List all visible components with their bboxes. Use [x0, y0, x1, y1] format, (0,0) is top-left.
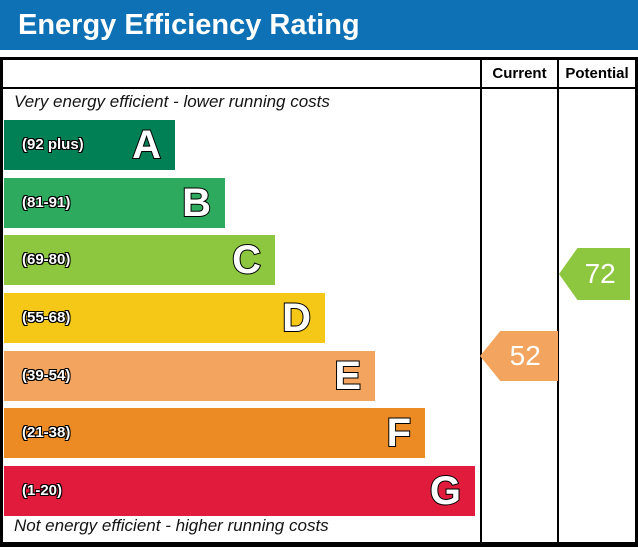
band-f-bar: (21-38) F — [4, 408, 425, 458]
band-f-range-label: (21-38) — [22, 424, 71, 441]
page-title: Energy Efficiency Rating — [18, 8, 360, 41]
band-g-range-label: (1-20) — [22, 482, 63, 499]
top-caption: Very energy efficient - lower running co… — [14, 92, 330, 111]
band-d-letter: D — [281, 295, 312, 341]
table-border-right — [635, 57, 638, 547]
potential-column-divider — [557, 57, 559, 547]
band-a-range-label: (92 plus) — [22, 136, 84, 153]
potential-rating-arrow-icon: 72 — [559, 248, 630, 300]
current-column-divider — [480, 57, 482, 547]
rating-table: Current Potential Very energy efficient … — [0, 57, 638, 547]
band-b-bar: (81-91) B — [4, 178, 225, 228]
table-border-top — [0, 57, 638, 60]
band-e-range-label: (39-54) — [22, 367, 71, 384]
band-c-letter: C — [231, 237, 262, 283]
band-b-letter: B — [181, 180, 212, 226]
current-rating-value: 52 — [509, 340, 541, 371]
band-a-letter: A — [131, 122, 162, 168]
band-e-bar: (39-54) E — [4, 351, 375, 401]
band-d-bar: (55-68) D — [4, 293, 325, 343]
bottom-caption: Not energy efficient - higher running co… — [14, 516, 329, 535]
current-column-header: Current — [492, 65, 547, 82]
potential-rating-value: 72 — [584, 258, 616, 289]
band-b-range-label: (81-91) — [22, 194, 71, 211]
band-g-bar: (1-20) G — [4, 466, 475, 516]
band-c-bar: (69-80) C — [4, 235, 275, 285]
band-f-letter: F — [386, 410, 412, 456]
table-border-left — [0, 57, 3, 547]
band-e-letter: E — [333, 353, 362, 399]
band-a-bar: (92 plus) A — [4, 120, 175, 170]
band-c-range-label: (69-80) — [22, 251, 71, 268]
band-d-range-label: (55-68) — [22, 309, 71, 326]
band-g-letter: G — [429, 468, 462, 514]
table-border-bottom — [0, 542, 638, 547]
current-rating-arrow-icon: 52 — [480, 331, 558, 381]
potential-column-header: Potential — [565, 65, 629, 82]
header-row-divider — [0, 87, 638, 89]
title-bar: Energy Efficiency Rating — [0, 0, 638, 50]
